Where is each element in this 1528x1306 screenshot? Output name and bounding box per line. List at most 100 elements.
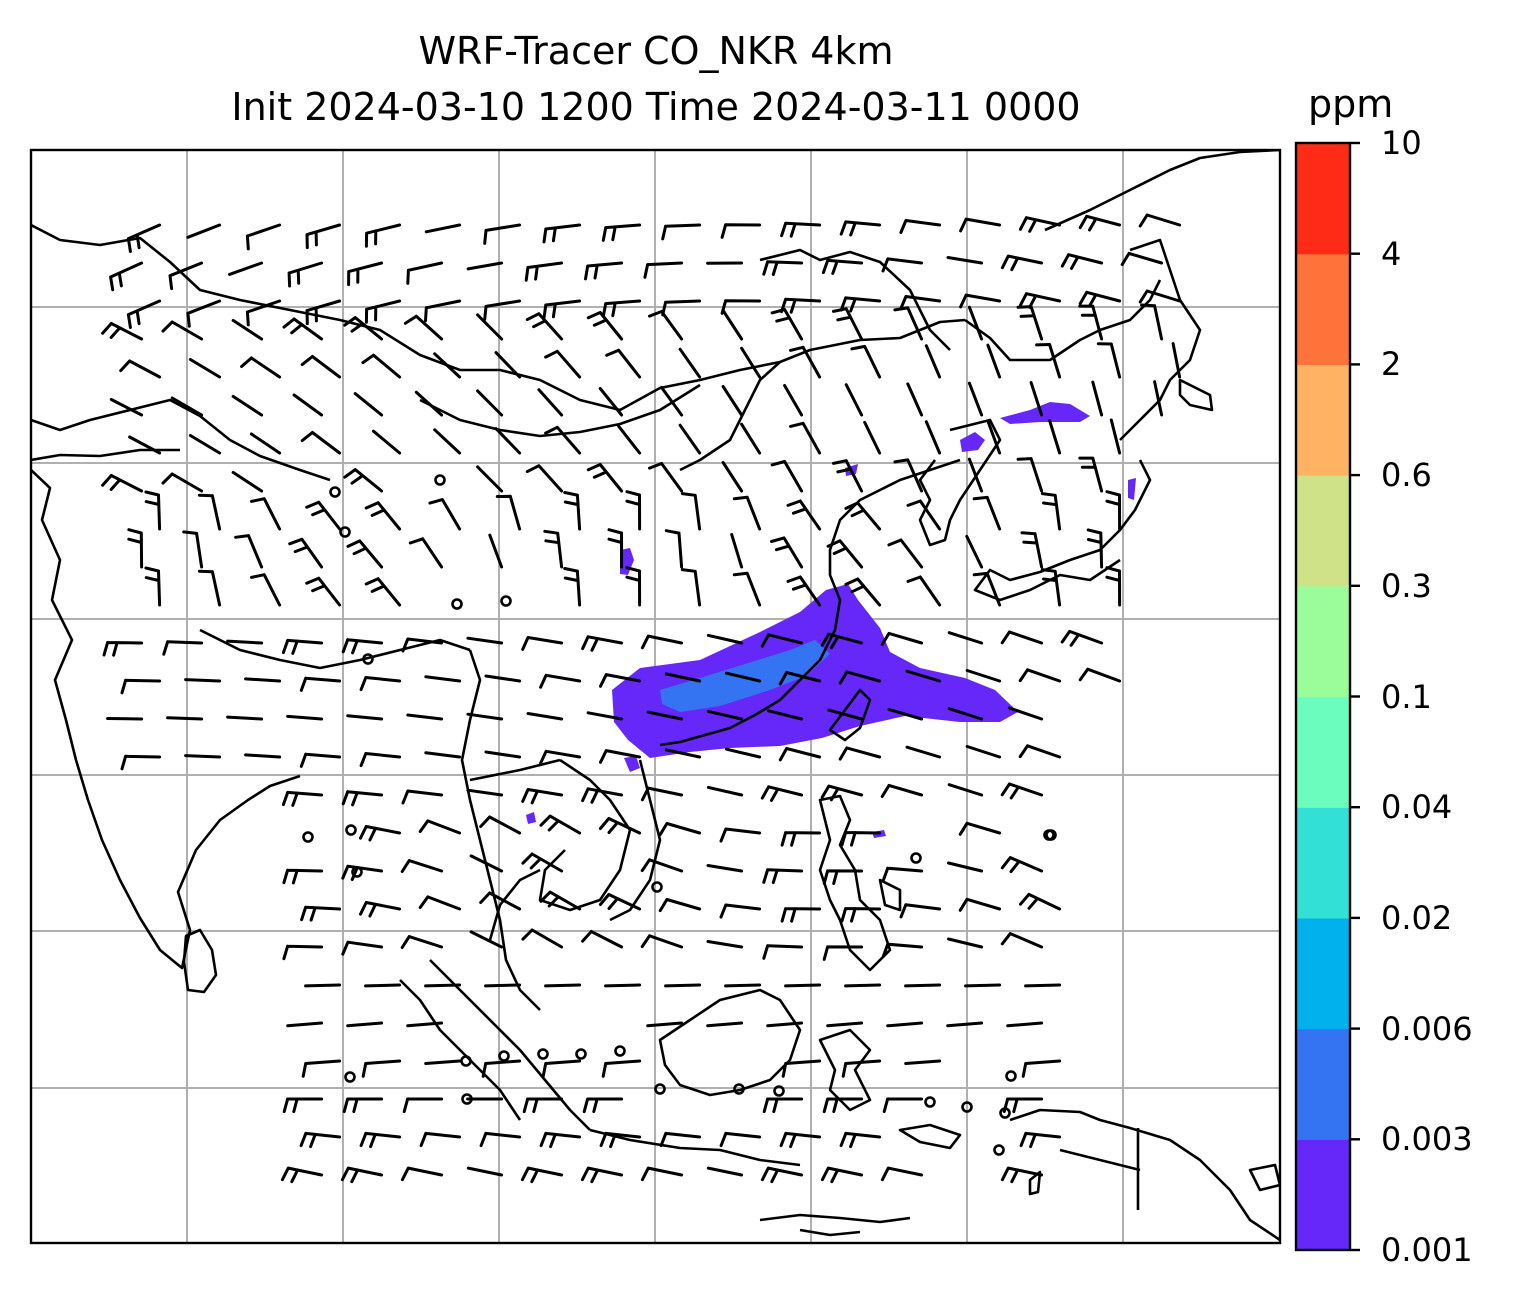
- coastline-india: [31, 469, 301, 970]
- colorbar-band: [1296, 143, 1350, 255]
- wind-barb: [1153, 380, 1164, 417]
- calm-wind-circle: [910, 852, 922, 864]
- wind-barb: [601, 299, 642, 318]
- wind-barb: [850, 344, 882, 379]
- wind-barb: [899, 295, 942, 310]
- wind-barb: [184, 678, 222, 683]
- wind-barb: [161, 472, 204, 493]
- wind-barb: [640, 1166, 684, 1182]
- wind-barb: [582, 1097, 624, 1114]
- wind-barb: [725, 671, 762, 683]
- wind-barb: [406, 1021, 444, 1028]
- wind-barb: [965, 669, 1002, 683]
- coastline-sumatra-south: [399, 979, 522, 1121]
- wind-barb: [428, 498, 462, 531]
- wind-barb: [481, 1059, 522, 1078]
- wind-barb: [958, 821, 1002, 836]
- wind-barb: [783, 384, 804, 417]
- wind-barb: [720, 223, 762, 239]
- wind-barb: [1000, 254, 1044, 272]
- wind-barb: [905, 745, 942, 759]
- wind-barb: [424, 983, 462, 988]
- wind-barb: [400, 935, 444, 949]
- map-frame: [29, 148, 1282, 1245]
- wind-barb: [617, 424, 642, 455]
- wind-barb: [341, 790, 384, 807]
- wind-barb: [521, 852, 564, 873]
- wind-barb: [483, 299, 522, 321]
- wind-barb: [476, 465, 504, 493]
- wind-barb: [586, 711, 624, 721]
- wind-barb: [659, 1131, 702, 1148]
- wind-barb: [1109, 418, 1122, 455]
- wind-barb: [341, 940, 384, 956]
- calm-wind-circle: [345, 824, 357, 836]
- wind-barb: [844, 501, 882, 531]
- wind-barb: [1060, 629, 1104, 647]
- wind-barb: [986, 343, 1002, 379]
- wind-barb: [881, 866, 924, 882]
- wind-barb: [128, 435, 162, 455]
- wind-barb: [766, 1021, 804, 1028]
- wind-barb: [359, 1131, 402, 1149]
- wind-barb: [228, 261, 264, 276]
- coastline-island: [1248, 1163, 1280, 1192]
- wind-barb: [820, 1166, 864, 1184]
- colorbar-band: [1296, 807, 1350, 919]
- wind-barb: [822, 945, 864, 961]
- wind-barb: [893, 458, 924, 493]
- wind-barb: [947, 861, 984, 873]
- calm-wind-circle: [651, 881, 663, 893]
- map-title-line1: WRF-Tracer CO_NKR 4km: [418, 29, 894, 73]
- wind-barb: [706, 709, 744, 721]
- calm-wind-circle: [654, 1083, 666, 1095]
- wind-barb: [964, 983, 1002, 988]
- wind-barb: [304, 983, 342, 988]
- wind-barb: [231, 394, 264, 417]
- coastline-new-guinea: [1009, 1108, 1280, 1242]
- wind-barb: [406, 261, 444, 285]
- wind-barb: [840, 831, 882, 847]
- wind-barb: [282, 1097, 324, 1114]
- wind-barb: [784, 983, 822, 988]
- wind-barb: [881, 942, 924, 958]
- wind-barb: [1006, 1021, 1044, 1028]
- wind-barb: [525, 464, 564, 493]
- border-line: [488, 868, 541, 941]
- wind-barb: [364, 299, 402, 324]
- wind-barb: [359, 825, 402, 842]
- wind-barb: [1171, 342, 1182, 379]
- wind-barb: [299, 676, 342, 692]
- calm-wind-circle: [961, 1101, 973, 1113]
- wind-barb: [126, 223, 162, 253]
- wind-barb: [245, 223, 282, 251]
- wind-barb: [959, 217, 1002, 233]
- wind-barb: [1029, 381, 1044, 417]
- wind-barb: [904, 1059, 942, 1065]
- calm-wind-circle: [1005, 1070, 1017, 1082]
- wind-barb: [967, 305, 984, 341]
- wind-barb: [361, 1059, 402, 1078]
- wind-barb: [586, 311, 624, 341]
- wind-barb: [1018, 744, 1062, 759]
- coastline-philippines-small: [878, 878, 902, 912]
- wind-barb: [1040, 568, 1062, 607]
- wind-barb: [732, 571, 762, 607]
- wind-barb: [678, 347, 702, 379]
- calm-wind-circle: [329, 486, 341, 498]
- wind-barb: [522, 1097, 564, 1114]
- wind-barb: [1078, 304, 1104, 341]
- wind-barb: [947, 707, 984, 721]
- wind-barb: [1016, 305, 1044, 341]
- wind-barb: [821, 258, 864, 275]
- wind-barb: [586, 463, 624, 493]
- wind-barb: [1078, 290, 1122, 308]
- wind-barb: [144, 490, 162, 531]
- wind-barb: [521, 636, 564, 651]
- wind-barb: [364, 223, 402, 248]
- calm-wind-circle: [460, 1055, 472, 1067]
- wind-barb: [886, 1021, 924, 1028]
- wind-barb: [1035, 343, 1062, 379]
- wind-barb: [524, 261, 564, 282]
- calm-wind-circle: [302, 831, 314, 843]
